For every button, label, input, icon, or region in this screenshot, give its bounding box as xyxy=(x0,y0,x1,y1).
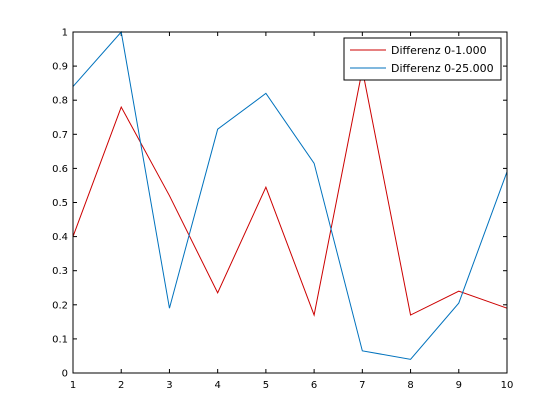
y-tick-label: 0.6 xyxy=(52,164,68,175)
plot-area xyxy=(73,32,507,373)
y-tick-label: 0.7 xyxy=(52,130,68,141)
x-tick-label: 4 xyxy=(214,380,220,391)
y-tick-label: 0 xyxy=(62,369,68,380)
y-tick-label: 1 xyxy=(62,28,68,39)
plot-frame xyxy=(72,31,508,374)
series-layer xyxy=(72,30,508,360)
y-tick-label: 0.4 xyxy=(52,232,68,243)
x-tick-label: 5 xyxy=(263,380,269,391)
series-line-2 xyxy=(72,30,508,360)
y-tick-label: 0.1 xyxy=(52,334,68,345)
x-tick-label: 7 xyxy=(359,380,365,391)
legend-box xyxy=(343,37,502,81)
y-tick-label: 0.5 xyxy=(52,198,68,209)
x-tick-label: 9 xyxy=(456,380,462,391)
legend: Differenz 0-1.000 Differenz 0-25.000 xyxy=(343,37,502,81)
axis-ticks: 1 2 3 4 5 6 7 8 9 10 0 0.1 0.2 0.3 0.4 0.5 0.6 0.7 0.8 0.9 1 xyxy=(52,28,513,392)
series-line-1 xyxy=(72,69,508,317)
x-tick-label: 10 xyxy=(501,380,514,391)
y-tick-label: 0.3 xyxy=(52,266,68,277)
x-tick-label: 8 xyxy=(407,380,413,391)
legend-label-2: Differenz 0-25.000 xyxy=(391,62,494,75)
y-tick-label: 0.8 xyxy=(52,96,68,107)
y-tick-label: 0.9 xyxy=(52,62,68,73)
x-tick-label: 2 xyxy=(118,380,124,391)
legend-label-1: Differenz 0-1.000 xyxy=(391,44,487,57)
x-tick-label: 3 xyxy=(166,380,172,391)
x-tick-label: 6 xyxy=(311,380,317,391)
y-tick-label: 0.2 xyxy=(52,300,68,311)
x-tick-label: 1 xyxy=(70,380,76,391)
